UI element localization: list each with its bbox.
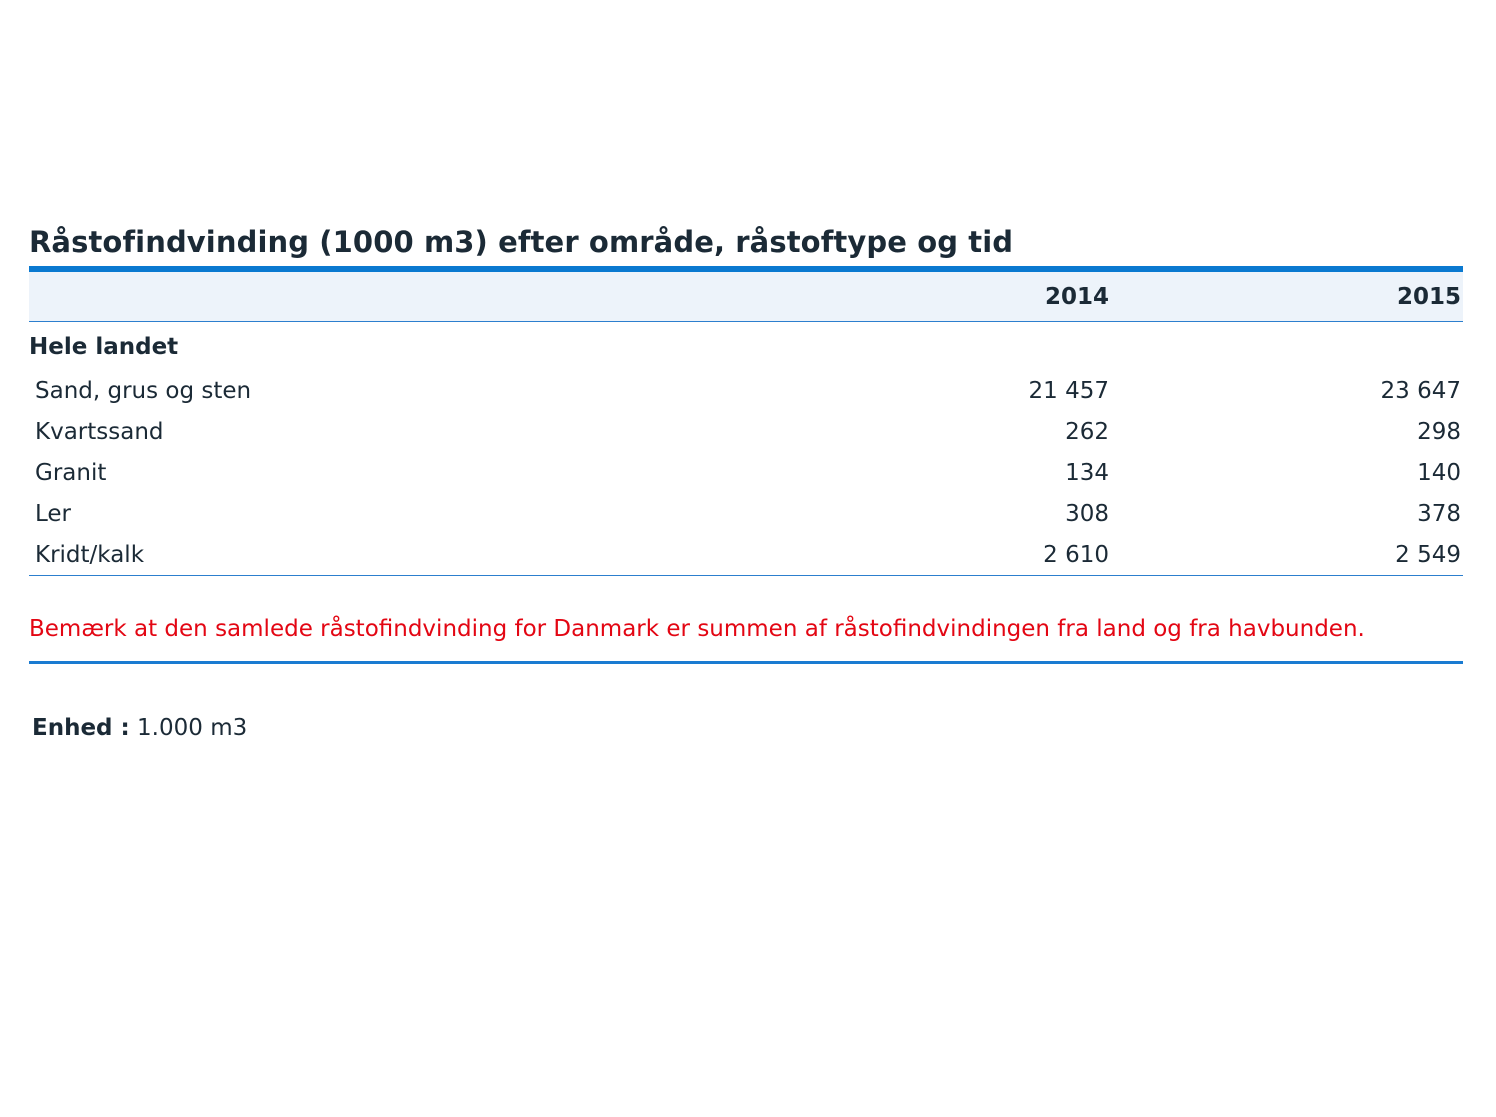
header-empty-cell	[29, 272, 829, 322]
cell-value-2015: 298	[1417, 418, 1461, 445]
column-header-2014: 2014	[829, 272, 1111, 322]
unit-line: Enhed : 1.000 m3	[32, 713, 1463, 743]
row-label: Kvartssand	[35, 418, 164, 445]
table-row: Kvartssand 262 298	[29, 411, 1463, 452]
cell-value-2014: 134	[1065, 459, 1109, 486]
row-label: Ler	[35, 500, 72, 527]
table-row: Ler 308 378	[29, 493, 1463, 534]
unit-label: Enhed :	[32, 715, 130, 741]
footnote-warning: Bemærk at den samlede råstofindvinding f…	[29, 616, 1365, 642]
table-row: Granit 134 140	[29, 452, 1463, 493]
cell-value-2015: 2 549	[1111, 534, 1463, 576]
column-header-2015: 2015	[1111, 272, 1463, 322]
table-row: Sand, grus og sten 21 457 23 647	[29, 370, 1463, 411]
header-row: 2014 2015	[29, 272, 1463, 322]
cell-value-2014: 21 457	[1028, 377, 1109, 404]
statistics-table-panel: Råstofindvinding (1000 m3) efter område,…	[29, 222, 1463, 743]
cell-value-2015: 378	[1417, 500, 1461, 527]
table-row: Kridt/kalk 2 610 2 549	[29, 534, 1463, 576]
row-label: Granit	[35, 459, 107, 486]
group-row: Hele landet	[29, 322, 1463, 371]
title-rule	[29, 266, 1463, 272]
cell-value-2014: 2 610	[829, 534, 1111, 576]
cell-value-2014: 308	[1065, 500, 1109, 527]
unit-value: 1.000 m3	[137, 715, 248, 741]
group-label: Hele landet	[29, 334, 179, 360]
row-label: Sand, grus og sten	[35, 377, 252, 404]
cell-value-2014: 262	[1065, 418, 1109, 445]
cell-value-2015: 140	[1417, 459, 1461, 486]
footnote-rule	[29, 661, 1463, 664]
data-table: 2014 2015 Hele landet Sand, grus og sten…	[29, 272, 1463, 576]
row-label: Kridt/kalk	[29, 534, 829, 576]
table-title: Råstofindvinding (1000 m3) efter område,…	[29, 225, 1014, 259]
cell-value-2015: 23 647	[1380, 377, 1461, 404]
